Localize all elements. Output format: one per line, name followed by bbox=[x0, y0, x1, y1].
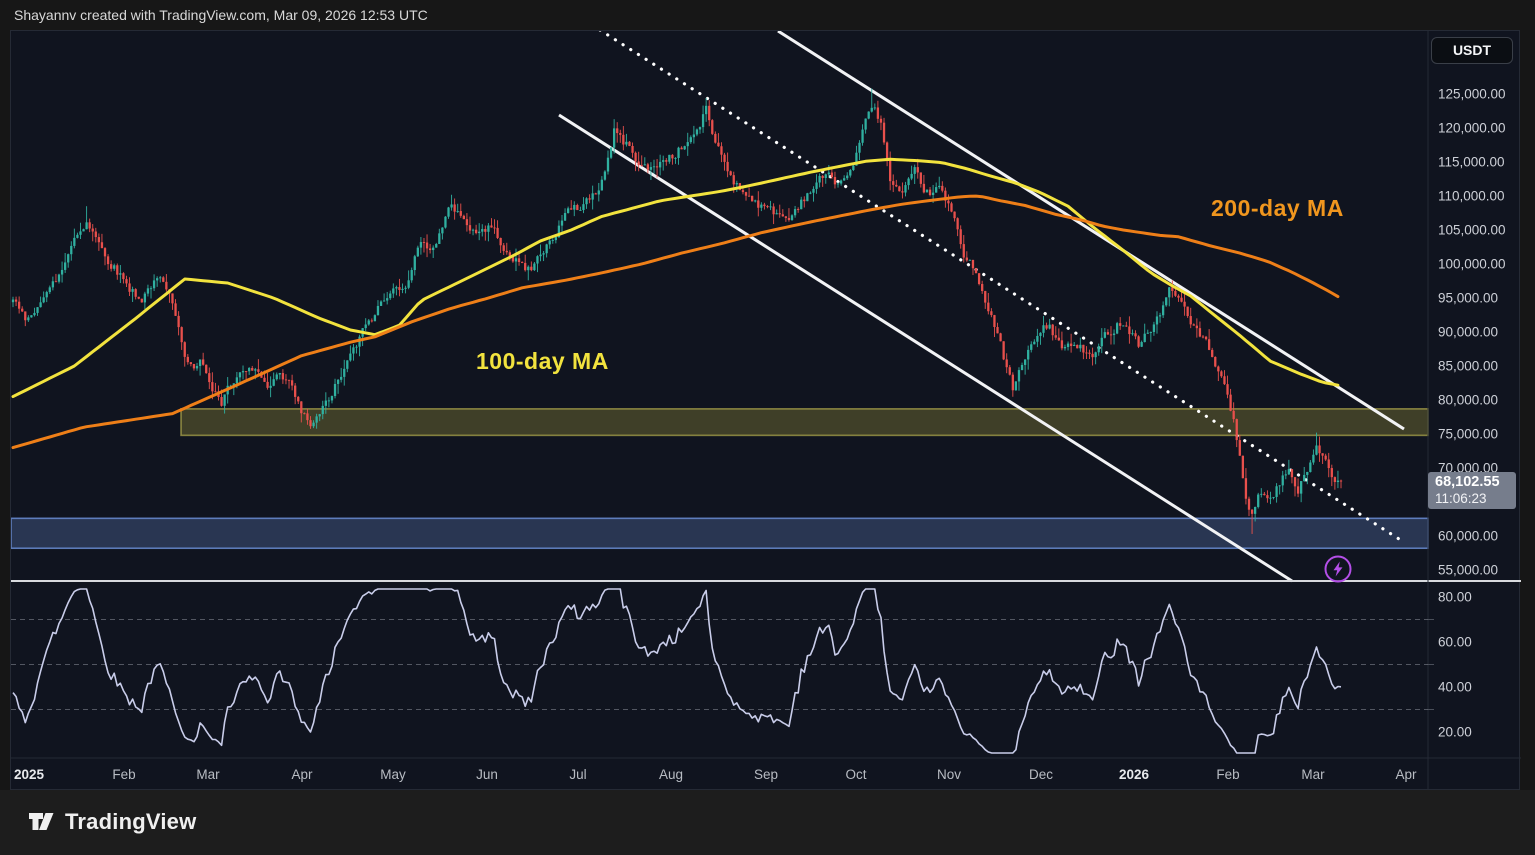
time-axis-label: Apr bbox=[1395, 767, 1417, 782]
price-axis-label: 60,000.00 bbox=[1438, 529, 1498, 544]
rsi-line bbox=[12, 588, 1342, 754]
ma200-line bbox=[11, 194, 1340, 450]
trendlines bbox=[558, 31, 1405, 583]
time-axis-label: 2026 bbox=[1119, 767, 1150, 782]
chart-panel: 125,000.00 120,000.00 115,000.00 110,000.00… bbox=[10, 30, 1521, 791]
time-axis[interactable]: 2025 Feb Mar Apr May Jun Jul Aug Sep Oct Nov Dec 202… bbox=[14, 767, 1417, 782]
ma200-label: 200-day MA bbox=[1211, 195, 1344, 221]
price-zones bbox=[11, 408, 1429, 550]
attribution-bar: Shayannv created with TradingView.com, M… bbox=[0, 0, 1535, 30]
footer-bar: TradingView bbox=[0, 790, 1535, 855]
time-axis-label: Dec bbox=[1029, 767, 1053, 782]
time-axis-label: Jul bbox=[569, 767, 586, 782]
price-axis-label: 120,000.00 bbox=[1438, 121, 1506, 136]
rsi-axis-label: 80.00 bbox=[1438, 590, 1472, 605]
time-axis-label: Oct bbox=[845, 767, 866, 782]
channel-upper bbox=[777, 31, 1405, 431]
price-axis-label: 90,000.00 bbox=[1438, 325, 1498, 340]
last-price-badge: 68,102.55 11:06:23 bbox=[1428, 472, 1516, 509]
rsi-axis-label: 20.00 bbox=[1438, 725, 1472, 740]
tradingview-wordmark: TradingView bbox=[65, 808, 197, 834]
price-axis-label: 125,000.00 bbox=[1438, 87, 1506, 102]
time-axis-label: Feb bbox=[112, 767, 135, 782]
time-axis-label: Mar bbox=[1301, 767, 1325, 782]
channel-lower bbox=[558, 113, 1293, 583]
time-axis-label: Jun bbox=[476, 767, 498, 782]
bar-countdown: 11:06:23 bbox=[1435, 491, 1487, 506]
price-axis[interactable]: 125,000.00 120,000.00 115,000.00 110,000.00… bbox=[1438, 87, 1506, 740]
time-axis-label: Sep bbox=[754, 767, 778, 782]
price-axis-label: 110,000.00 bbox=[1438, 189, 1505, 204]
time-axis-label: Mar bbox=[196, 767, 220, 782]
tradingview-logo[interactable]: TradingView bbox=[28, 808, 196, 835]
rsi-axis-label: 40.00 bbox=[1438, 680, 1472, 695]
price-axis-label: 75,000.00 bbox=[1438, 427, 1498, 442]
rsi-pane bbox=[11, 588, 1434, 754]
last-price-value: 68,102.55 bbox=[1435, 474, 1500, 490]
price-axis-label: 100,000.00 bbox=[1438, 257, 1506, 272]
time-axis-label: Apr bbox=[291, 767, 313, 782]
supply-zone bbox=[180, 408, 1429, 437]
quick-trade-button[interactable] bbox=[1323, 554, 1353, 584]
rsi-axis-label: 60.00 bbox=[1438, 635, 1472, 650]
channel-mid-dotted bbox=[598, 31, 1401, 541]
candles-layer bbox=[11, 88, 1343, 534]
price-axis-label: 80,000.00 bbox=[1438, 393, 1498, 408]
time-axis-label: 2025 bbox=[14, 767, 45, 782]
price-axis-label: 85,000.00 bbox=[1438, 359, 1498, 374]
chart-canvas[interactable]: 125,000.00 120,000.00 115,000.00 110,000.00… bbox=[11, 31, 1521, 791]
ma100-label: 100-day MA bbox=[476, 348, 609, 374]
price-axis-label: 95,000.00 bbox=[1438, 291, 1498, 306]
price-axis-label: 115,000.00 bbox=[1438, 155, 1505, 170]
price-axis-label: 70,000.00 bbox=[1438, 461, 1498, 476]
time-axis-label: Nov bbox=[937, 767, 961, 782]
attribution-text: Shayannv created with TradingView.com, M… bbox=[14, 7, 428, 23]
currency-toggle[interactable]: USDT bbox=[1431, 37, 1513, 64]
time-axis-label: Aug bbox=[659, 767, 683, 782]
lightning-icon bbox=[1324, 555, 1352, 583]
time-axis-label: Feb bbox=[1216, 767, 1239, 782]
tradingview-icon bbox=[29, 813, 54, 830]
ma100-line bbox=[11, 157, 1340, 399]
time-axis-label: May bbox=[380, 767, 406, 782]
price-axis-label: 105,000.00 bbox=[1438, 223, 1506, 238]
price-axis-label: 55,000.00 bbox=[1438, 563, 1498, 578]
